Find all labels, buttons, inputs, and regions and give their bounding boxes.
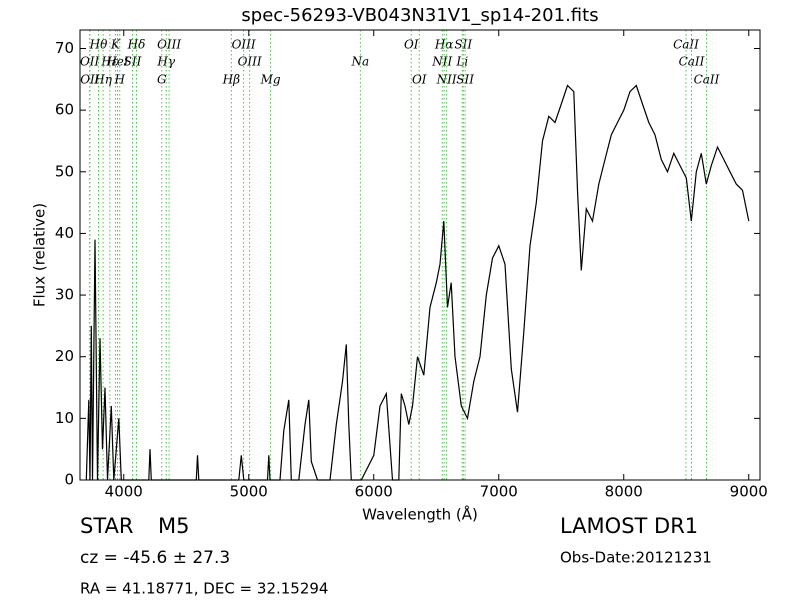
annotation-label: Hθ	[89, 38, 108, 52]
chart-title: spec-56293-VB043N31V1_sp14-201.fits	[241, 5, 598, 26]
y-tick-label: 30	[55, 286, 74, 304]
annotation-label: SII	[124, 55, 142, 69]
annotation-label: CaII	[673, 38, 699, 52]
y-tick-label: 20	[55, 347, 74, 365]
annotation-label: OIII	[157, 38, 181, 52]
annotation-label: OI	[412, 73, 427, 87]
annotation-label: SII	[456, 73, 474, 87]
annotation-label: Mg	[260, 73, 281, 87]
annotation-label: Li	[455, 55, 468, 69]
survey: LAMOST DR1	[560, 514, 698, 538]
x-axis-label: Wavelength (Å)	[362, 505, 478, 524]
annotation-label: NII	[431, 55, 452, 69]
x-tick-label: 6000	[355, 483, 393, 501]
annotation-label: K	[110, 38, 121, 52]
y-tick-label: 0	[64, 471, 74, 489]
annotation-label: G	[157, 73, 167, 87]
spectrum-line	[85, 84, 750, 481]
obs-date: Obs-Date:20121231	[560, 549, 712, 567]
y-axis-label: Flux (relative)	[31, 203, 49, 307]
annotation-label: OIII	[232, 38, 256, 52]
redshift: cz = -45.6 ± 27.3	[80, 548, 230, 568]
annotation-label: Hδ	[127, 38, 146, 52]
x-tick-label: 4000	[105, 483, 143, 501]
plot-frame	[79, 29, 761, 481]
y-tick-label: 60	[55, 101, 74, 119]
x-tick-label: 9000	[730, 483, 768, 501]
y-tick-label: 50	[55, 162, 74, 180]
annotation-label: OI	[404, 38, 419, 52]
annotation-label: Hγ	[156, 55, 175, 69]
annotation-label: Hη	[93, 73, 112, 87]
y-tick-label: 70	[55, 39, 74, 57]
coordinates: RA = 41.18771, DEC = 32.15294	[80, 580, 328, 598]
annotation-label: Hε	[100, 55, 118, 69]
annotation-label: OIII	[238, 55, 262, 69]
y-tick-label: 10	[55, 409, 74, 427]
x-tick-label: 5000	[230, 483, 268, 501]
annotation-label: NII	[436, 73, 457, 87]
annotation-label: Hβ	[222, 73, 240, 87]
annotation-label: H	[114, 73, 126, 87]
annotation-label: Hα	[434, 38, 454, 52]
subclass: M5	[158, 514, 189, 538]
annotation-label: CaII	[694, 73, 720, 87]
annotation-label: SII	[454, 38, 472, 52]
x-tick-label: 8000	[605, 483, 643, 501]
x-tick-label: 7000	[480, 483, 518, 501]
annotation-label: HeI	[105, 55, 129, 69]
annotation-label: Na	[351, 55, 370, 69]
annotation-label: OII	[80, 55, 100, 69]
y-tick-label: 40	[55, 224, 74, 242]
object-class: STAR	[80, 514, 133, 538]
annotation-label: OII	[80, 73, 100, 87]
annotation-label: CaII	[679, 55, 705, 69]
